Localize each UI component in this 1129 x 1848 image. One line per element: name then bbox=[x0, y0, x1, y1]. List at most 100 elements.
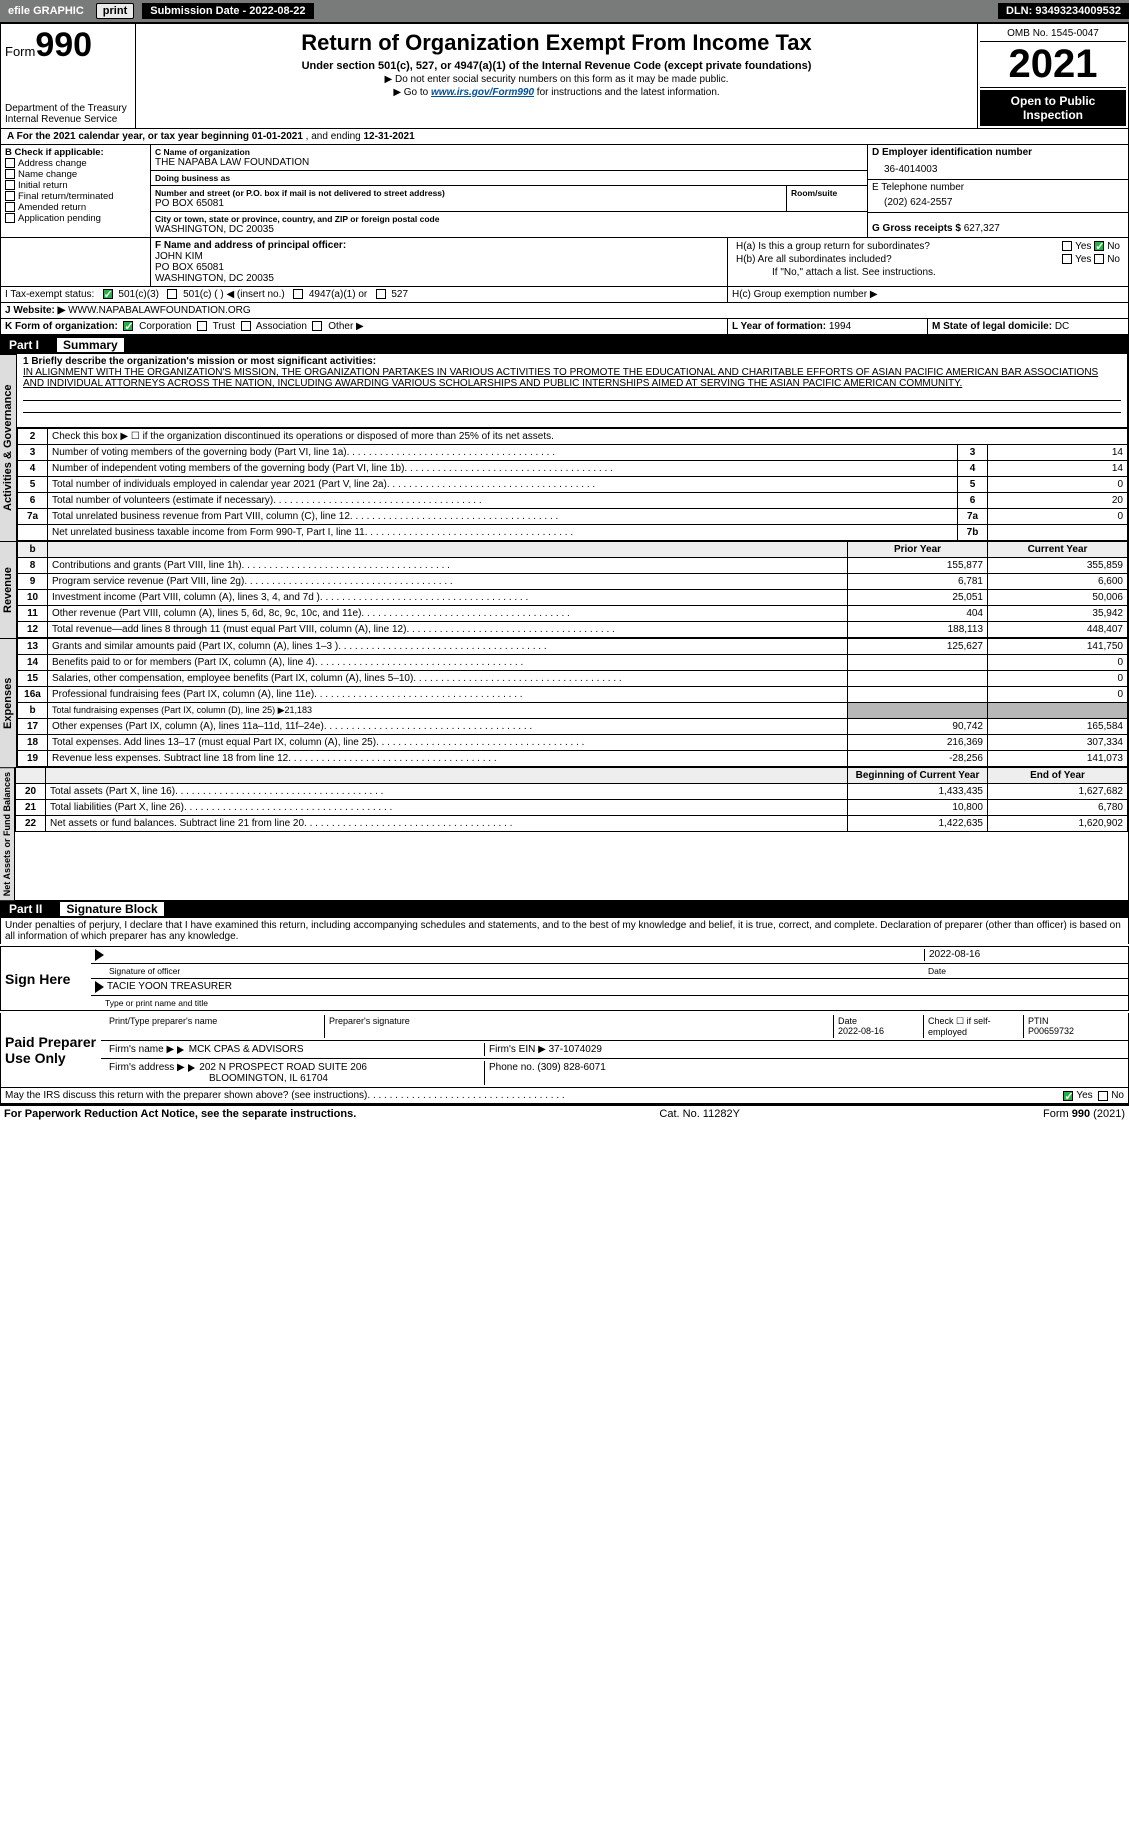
firm-phone: (309) 828-6071 bbox=[537, 1062, 605, 1073]
firm-name-label: Firm's name ▶ bbox=[109, 1044, 174, 1055]
website-url: WWW.NAPABALAWFOUNDATION.ORG bbox=[68, 305, 251, 316]
line-16a-prior bbox=[848, 687, 988, 703]
discuss-no[interactable] bbox=[1098, 1091, 1108, 1101]
line-20-begin: 1,433,435 bbox=[848, 784, 988, 800]
hb-yes[interactable] bbox=[1062, 254, 1072, 264]
line-19-prior: -28,256 bbox=[848, 751, 988, 767]
prep-name-hdr: Print/Type preparer's name bbox=[105, 1015, 325, 1038]
section-a: A For the 2021 calendar year, or tax yea… bbox=[0, 129, 1129, 145]
domicile-value: DC bbox=[1055, 321, 1069, 332]
firm-name: MCK CPAS & ADVISORS bbox=[189, 1044, 304, 1055]
website-label: J Website: ▶ bbox=[5, 305, 68, 316]
paid-preparer-label: Paid Preparer Use Only bbox=[1, 1013, 101, 1087]
print-button[interactable]: print bbox=[96, 3, 134, 19]
checkbox-initial-return[interactable] bbox=[5, 180, 15, 190]
gross-receipts-label: G Gross receipts $ bbox=[872, 223, 961, 234]
entity-block: B Check if applicable: Address change Na… bbox=[0, 145, 1129, 238]
tax-status-label: I Tax-exempt status: bbox=[5, 289, 94, 300]
line-13-text: Grants and similar amounts paid (Part IX… bbox=[52, 641, 338, 652]
checkbox-amended[interactable] bbox=[5, 202, 15, 212]
line-11-curr: 35,942 bbox=[988, 606, 1128, 622]
phone-value: (202) 624-2557 bbox=[872, 193, 1124, 210]
line-20-text: Total assets (Part X, line 16) bbox=[50, 786, 175, 797]
line-22-text: Net assets or fund balances. Subtract li… bbox=[50, 818, 304, 829]
tab-revenue: Revenue bbox=[0, 541, 17, 638]
line-17-curr: 165,584 bbox=[988, 719, 1128, 735]
cb-corporation[interactable] bbox=[123, 321, 133, 331]
section-i: I Tax-exempt status: 501(c)(3) 501(c) ( … bbox=[0, 287, 1129, 303]
arrow-icon bbox=[177, 1046, 184, 1054]
cb-association[interactable] bbox=[241, 321, 251, 331]
line-4-text: Number of independent voting members of … bbox=[52, 463, 404, 474]
line-5-text: Total number of individuals employed in … bbox=[52, 479, 387, 490]
officer-name: JOHN KIM bbox=[155, 251, 723, 262]
line-18-prior: 216,369 bbox=[848, 735, 988, 751]
line-18-curr: 307,334 bbox=[988, 735, 1128, 751]
line-17-text: Other expenses (Part IX, column (A), lin… bbox=[52, 721, 324, 732]
cb-501c3[interactable] bbox=[103, 289, 113, 299]
hb-label: H(b) Are all subordinates included? bbox=[736, 254, 1062, 265]
line-9-prior: 6,781 bbox=[848, 574, 988, 590]
ha-yes[interactable] bbox=[1062, 241, 1072, 251]
discuss-yes[interactable] bbox=[1063, 1091, 1073, 1101]
date-label: Date bbox=[924, 966, 1124, 976]
line-5-value: 0 bbox=[988, 477, 1128, 493]
section-k-l-m: K Form of organization: Corporation Trus… bbox=[0, 319, 1129, 336]
cb-501c[interactable] bbox=[167, 289, 177, 299]
part-2-title: Signature Block bbox=[60, 902, 163, 916]
year-formation-label: L Year of formation: bbox=[732, 321, 826, 332]
line-19-text: Revenue less expenses. Subtract line 18 … bbox=[52, 753, 288, 764]
cb-527[interactable] bbox=[376, 289, 386, 299]
line-16b-prior bbox=[848, 703, 988, 719]
line-8-text: Contributions and grants (Part VIII, lin… bbox=[52, 560, 242, 571]
signer-name: TACIE YOON TREASURER bbox=[107, 981, 232, 993]
paid-preparer-block: Paid Preparer Use Only Print/Type prepar… bbox=[0, 1013, 1129, 1088]
sign-here-label: Sign Here bbox=[1, 947, 91, 1010]
submission-date: Submission Date - 2022-08-22 bbox=[142, 3, 313, 19]
ptin-hdr: PTIN bbox=[1028, 1016, 1049, 1026]
officer-city: WASHINGTON, DC 20035 bbox=[155, 273, 723, 284]
room-label: Room/suite bbox=[791, 188, 863, 198]
line-17-prior: 90,742 bbox=[848, 719, 988, 735]
checkbox-final-return[interactable] bbox=[5, 191, 15, 201]
checkbox-address-change[interactable] bbox=[5, 158, 15, 168]
line-6-text: Total number of volunteers (estimate if … bbox=[52, 495, 273, 506]
firm-ein-label: Firm's EIN ▶ bbox=[489, 1044, 546, 1055]
self-employed-hdr: Check ☐ if self-employed bbox=[924, 1015, 1024, 1038]
prep-sig-hdr: Preparer's signature bbox=[325, 1015, 834, 1038]
signature-block: Sign Here 2022-08-16 Signature of office… bbox=[0, 946, 1129, 1011]
ha-no[interactable] bbox=[1094, 241, 1104, 251]
tab-expenses: Expenses bbox=[0, 638, 17, 767]
checkbox-name-change[interactable] bbox=[5, 169, 15, 179]
prep-date: 2022-08-16 bbox=[838, 1026, 884, 1036]
cb-other[interactable] bbox=[312, 321, 322, 331]
firm-addr1: 202 N PROSPECT ROAD SUITE 206 bbox=[199, 1062, 367, 1073]
ptin-value: P00659732 bbox=[1028, 1026, 1074, 1036]
mission-label: 1 Briefly describe the organization's mi… bbox=[23, 356, 1121, 367]
tab-net-assets: Net Assets or Fund Balances bbox=[0, 767, 15, 900]
year-formation-value: 1994 bbox=[829, 321, 851, 332]
hdr-end-year: End of Year bbox=[988, 768, 1128, 784]
line-22-end: 1,620,902 bbox=[988, 816, 1128, 832]
hdr-prior-year: Prior Year bbox=[848, 542, 988, 558]
firm-ein: 37-1074029 bbox=[549, 1044, 602, 1055]
hc-label: H(c) Group exemption number ▶ bbox=[728, 287, 1128, 302]
hb-no[interactable] bbox=[1094, 254, 1104, 264]
dept-irs: Internal Revenue Service bbox=[5, 114, 131, 125]
cb-trust[interactable] bbox=[197, 321, 207, 331]
arrow-icon bbox=[95, 949, 104, 961]
line-11-prior: 404 bbox=[848, 606, 988, 622]
line-15-text: Salaries, other compensation, employee b… bbox=[52, 673, 413, 684]
net-assets-section: Net Assets or Fund Balances Beginning of… bbox=[0, 767, 1129, 900]
firm-addr-label: Firm's address ▶ bbox=[109, 1062, 185, 1073]
officer-street: PO BOX 65081 bbox=[155, 262, 723, 273]
prep-date-hdr: Date bbox=[838, 1016, 857, 1026]
irs-link[interactable]: www.irs.gov/Form990 bbox=[431, 87, 534, 98]
form-title: Return of Organization Exempt From Incom… bbox=[142, 30, 971, 56]
city-label: City or town, state or province, country… bbox=[155, 214, 863, 224]
domicile-label: M State of legal domicile: bbox=[932, 321, 1052, 332]
cb-4947[interactable] bbox=[293, 289, 303, 299]
line-3-value: 14 bbox=[988, 445, 1128, 461]
checkbox-application-pending[interactable] bbox=[5, 213, 15, 223]
footer-form: 990 bbox=[1072, 1108, 1090, 1120]
